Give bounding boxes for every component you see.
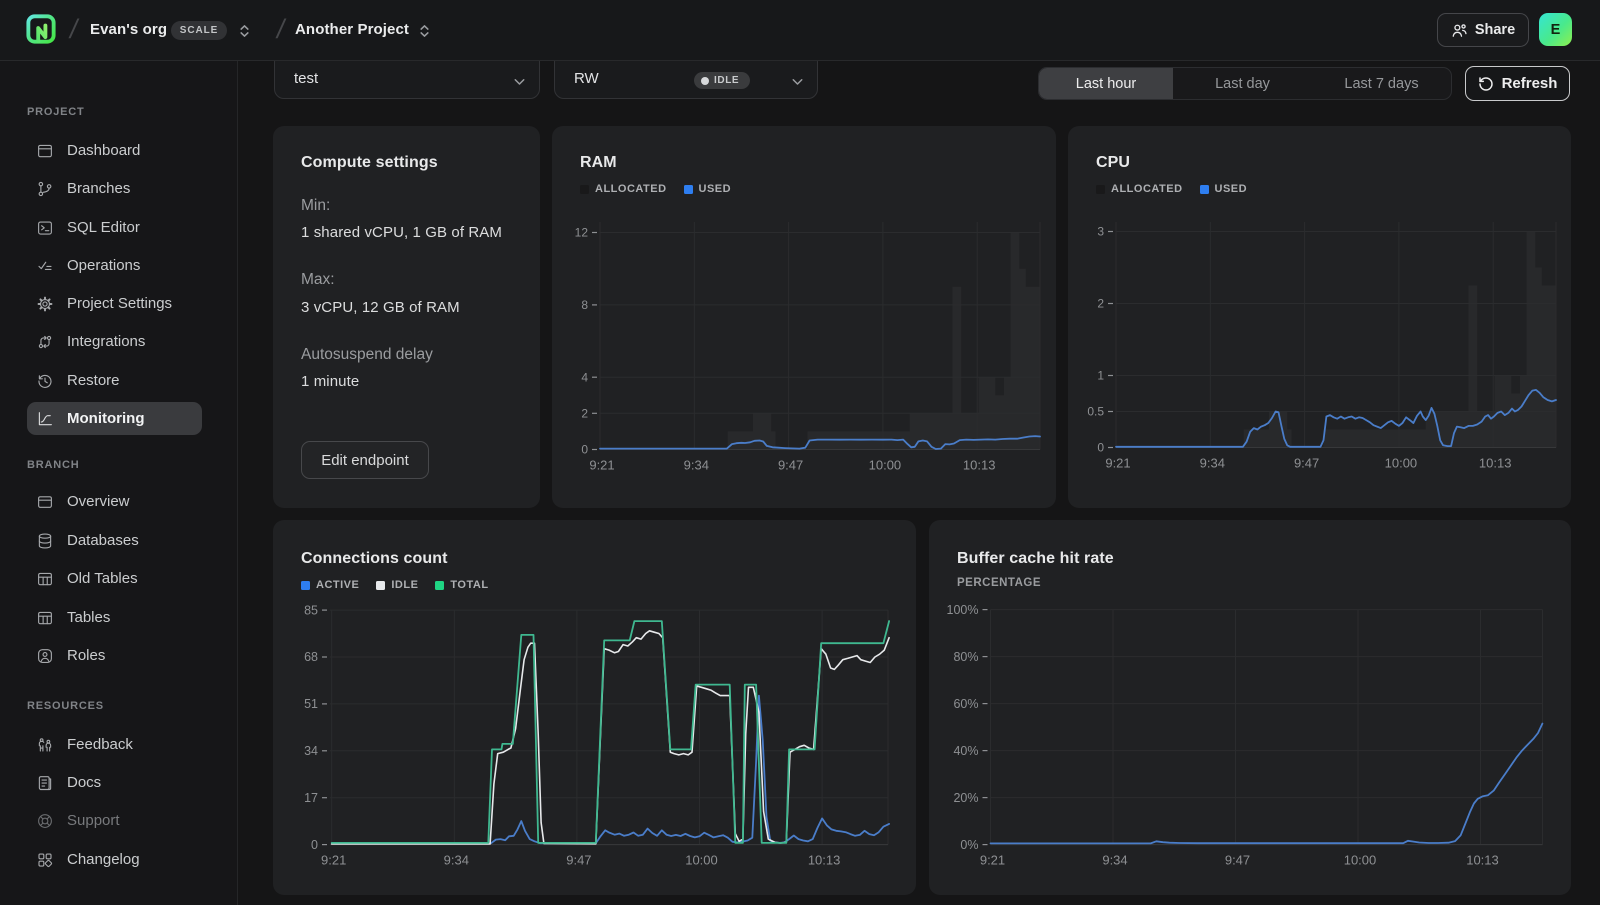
svg-text:9:21: 9:21 xyxy=(1105,456,1130,471)
svg-text:12: 12 xyxy=(575,226,589,240)
svg-text:9:34: 9:34 xyxy=(1102,853,1127,868)
svg-text:10:00: 10:00 xyxy=(1344,853,1377,868)
svg-text:80%: 80% xyxy=(953,650,978,664)
svg-text:9:47: 9:47 xyxy=(778,458,803,473)
svg-text:10:13: 10:13 xyxy=(1466,853,1499,868)
svg-text:10:00: 10:00 xyxy=(869,458,902,473)
svg-text:1: 1 xyxy=(1097,369,1104,383)
svg-text:2: 2 xyxy=(1097,297,1104,311)
svg-text:10:00: 10:00 xyxy=(1385,456,1418,471)
svg-text:17: 17 xyxy=(304,791,318,805)
svg-text:9:21: 9:21 xyxy=(980,853,1005,868)
svg-text:60%: 60% xyxy=(953,697,978,711)
svg-text:40%: 40% xyxy=(953,744,978,758)
svg-text:10:13: 10:13 xyxy=(808,853,841,868)
svg-text:9:34: 9:34 xyxy=(684,458,709,473)
svg-text:9:21: 9:21 xyxy=(589,458,614,473)
svg-text:9:34: 9:34 xyxy=(444,853,469,868)
svg-text:85: 85 xyxy=(304,603,318,617)
svg-text:100%: 100% xyxy=(947,603,979,617)
svg-text:0: 0 xyxy=(1097,441,1104,455)
svg-text:4: 4 xyxy=(581,370,588,384)
svg-text:0: 0 xyxy=(311,838,318,852)
svg-text:9:47: 9:47 xyxy=(1225,853,1250,868)
svg-text:51: 51 xyxy=(304,697,318,711)
svg-text:10:00: 10:00 xyxy=(685,853,718,868)
svg-text:0: 0 xyxy=(581,443,588,457)
svg-text:3: 3 xyxy=(1097,225,1104,239)
svg-text:10:13: 10:13 xyxy=(1479,456,1512,471)
svg-text:9:21: 9:21 xyxy=(321,853,346,868)
svg-text:20%: 20% xyxy=(953,791,978,805)
svg-text:9:47: 9:47 xyxy=(1294,456,1319,471)
svg-text:9:47: 9:47 xyxy=(566,853,591,868)
svg-text:68: 68 xyxy=(304,650,318,664)
svg-text:10:13: 10:13 xyxy=(963,458,996,473)
svg-text:0%: 0% xyxy=(960,838,978,852)
svg-text:9:34: 9:34 xyxy=(1200,456,1225,471)
svg-text:34: 34 xyxy=(304,744,318,758)
svg-text:0.5: 0.5 xyxy=(1087,405,1104,419)
svg-text:8: 8 xyxy=(581,298,588,312)
svg-text:2: 2 xyxy=(581,407,588,421)
